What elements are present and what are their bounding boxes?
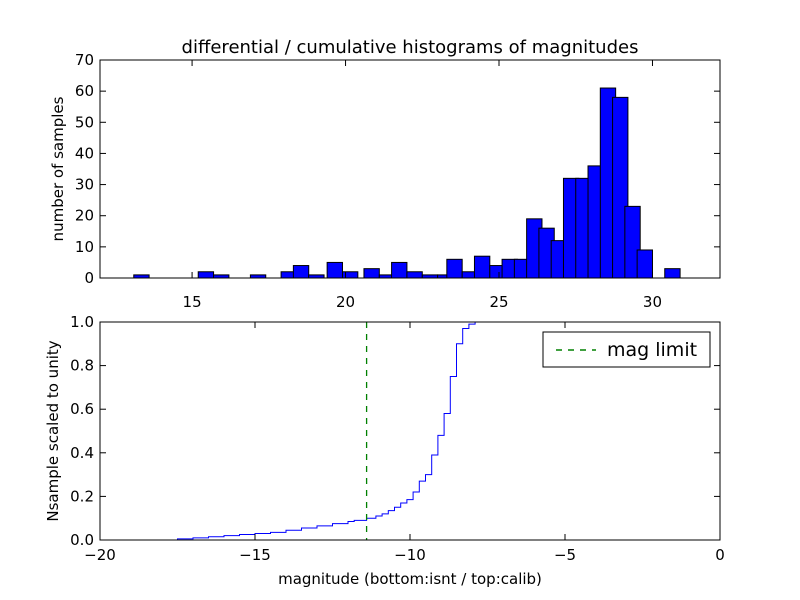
histogram-x-tick-label: 25 [489, 293, 508, 311]
legend-label: mag limit [607, 339, 697, 361]
histogram-y-tick-label: 0 [84, 269, 94, 287]
cumulative-x-tick-label: −20 [84, 546, 116, 564]
legend: mag limit [542, 331, 711, 368]
cumulative-ticks: 0.0 0.2 0.4 0.6 0.8 1.0 −20 −15 −10 −5 0 [70, 313, 725, 564]
histogram-y-tick-label: 40 [75, 144, 94, 162]
histogram-bar [363, 268, 380, 279]
histogram-x-tick-label: 30 [643, 293, 662, 311]
cumulative-x-tick-label: −5 [554, 546, 576, 564]
cumulative-x-tick-label: −15 [239, 546, 271, 564]
histogram-bar [197, 271, 215, 279]
histogram-bar [292, 265, 310, 279]
histogram-ticks: 0 10 20 30 40 50 60 70 15 20 25 30 [75, 51, 720, 311]
histogram-bar [446, 258, 463, 279]
histogram-bar [473, 255, 491, 279]
cumulative-y-tick-label: 1.0 [70, 313, 94, 331]
cumulative-y-tick-label: 0.4 [70, 444, 94, 462]
histogram-x-tick-label: 15 [183, 293, 202, 311]
histogram-x-tick-label: 20 [336, 293, 355, 311]
histogram-panel: differential / cumulative histograms of … [49, 37, 721, 311]
histogram-y-axis-label: number of samples [49, 96, 67, 241]
histogram-frame [99, 59, 721, 279]
histogram-bar [406, 271, 423, 279]
cumulative-y-tick-label: 0.2 [70, 487, 94, 505]
histogram-bar [341, 271, 359, 279]
cumulative-x-tick-label: −10 [394, 546, 426, 564]
histogram-y-tick-label: 20 [75, 207, 94, 225]
histogram-y-tick-label: 70 [75, 51, 94, 69]
chart-title: differential / cumulative histograms of … [182, 37, 639, 58]
histogram-bar [636, 249, 653, 279]
histogram-y-tick-label: 50 [75, 113, 94, 131]
cumulative-x-axis-label: magnitude (bottom:isnt / top:calib) [278, 570, 542, 588]
histogram-bar [664, 268, 681, 279]
cumulative-y-tick-label: 0.0 [70, 531, 94, 549]
histogram-y-tick-label: 10 [75, 238, 94, 256]
histogram-y-tick-label: 30 [75, 176, 94, 194]
cumulative-y-tick-label: 0.6 [70, 400, 94, 418]
cumulative-panel: 0.0 0.2 0.4 0.6 0.8 1.0 −20 −15 −10 −5 0 magnitude… [44, 313, 725, 588]
histogram-y-tick-label: 60 [75, 82, 94, 100]
cumulative-y-axis-label: Nsample scaled to unity [44, 340, 62, 521]
histogram-bars [133, 87, 681, 279]
histogram-bar [326, 261, 343, 279]
cumulative-x-tick-label: 0 [715, 546, 725, 564]
cumulative-y-tick-label: 0.8 [70, 357, 94, 375]
histogram-bar [391, 261, 408, 279]
